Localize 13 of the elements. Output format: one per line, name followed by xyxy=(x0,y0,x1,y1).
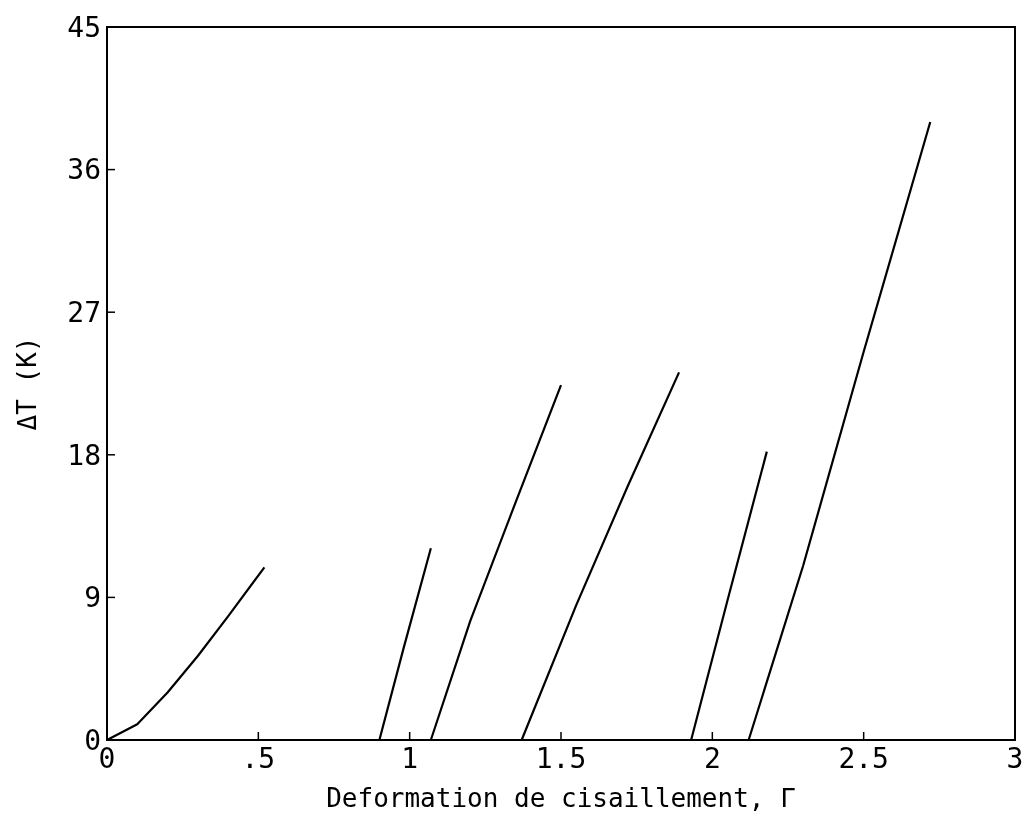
x-tick-label: 2 xyxy=(703,742,721,775)
x-tick-label: 2.5 xyxy=(838,742,889,775)
x-tick-label: 1 xyxy=(401,742,419,775)
y-tick-label: 27 xyxy=(67,296,101,329)
x-tick-label: 3 xyxy=(1006,742,1024,775)
y-tick-label: 45 xyxy=(67,10,101,44)
y-tick-label: 36 xyxy=(67,153,101,187)
x-axis-title: Deformation de cisaillement, Γ xyxy=(326,783,796,813)
y-tick-label: 9 xyxy=(84,581,101,615)
x-tick-label: 1.5 xyxy=(535,742,587,775)
x-tick-label: .5 xyxy=(241,742,276,775)
y-tick-label: 18 xyxy=(67,438,101,472)
y-axis-title: ΔT (K) xyxy=(12,336,42,431)
